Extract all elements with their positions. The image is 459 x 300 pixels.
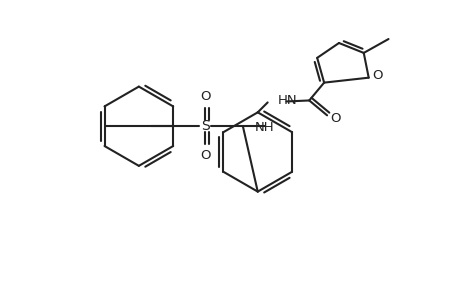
Text: O: O (200, 90, 210, 103)
Text: O: O (372, 69, 382, 82)
Text: O: O (200, 149, 210, 162)
Text: S: S (201, 119, 209, 133)
Text: HN: HN (277, 94, 297, 107)
Text: NH: NH (254, 121, 274, 134)
Text: O: O (329, 112, 340, 125)
